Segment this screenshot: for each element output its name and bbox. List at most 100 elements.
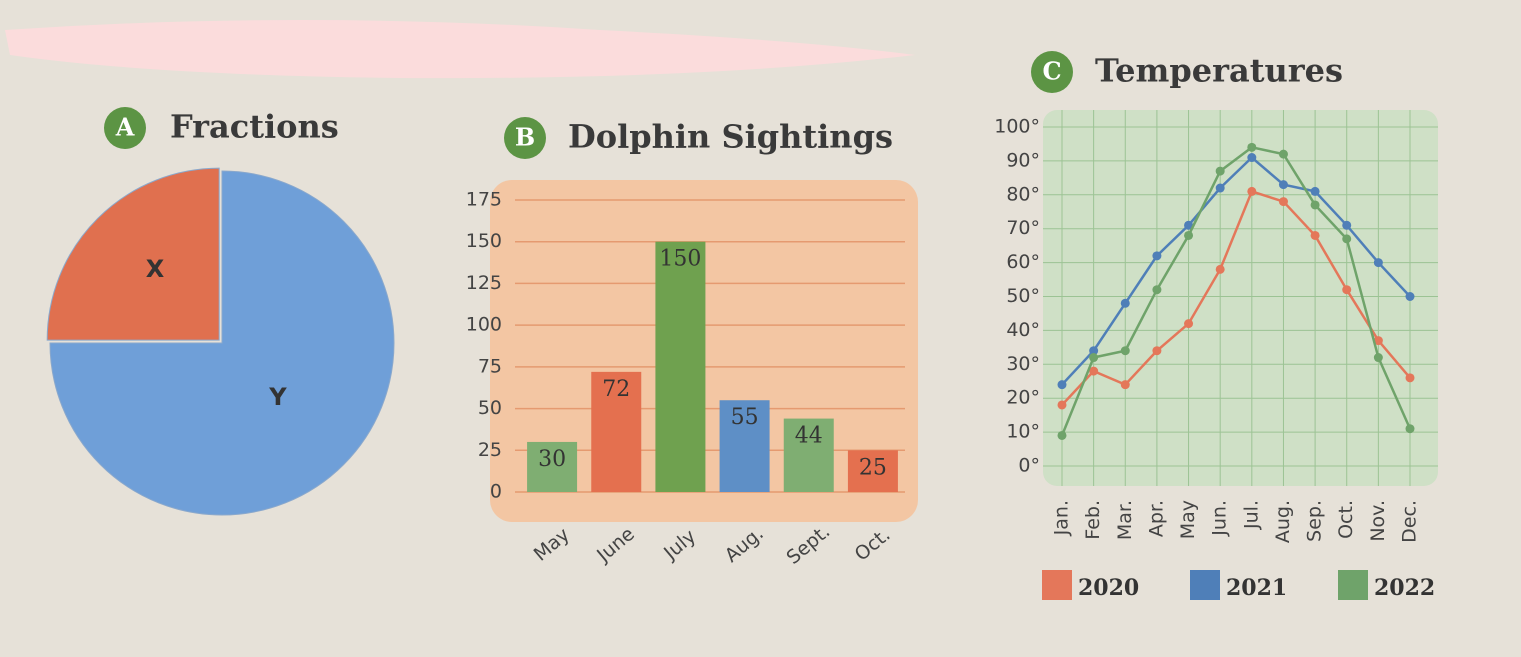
y-tick-label: 175 <box>466 189 502 211</box>
y-tick-label: 20° <box>1006 387 1040 409</box>
data-point <box>1089 353 1099 363</box>
data-point <box>1057 380 1067 390</box>
bar <box>847 450 898 492</box>
badge-letter: C <box>1042 57 1061 86</box>
data-point <box>1152 251 1162 261</box>
data-point <box>1373 353 1383 363</box>
chart-title: Temperatures <box>1095 52 1343 90</box>
data-point <box>1152 346 1162 356</box>
chart-title: Dolphin Sightings <box>568 118 893 156</box>
legend-label: 2021 <box>1226 575 1287 601</box>
bar <box>591 371 642 492</box>
x-tick-label: Jul. <box>1240 500 1262 530</box>
value-label: 55 <box>731 405 759 430</box>
x-tick-label: Mar. <box>1114 500 1136 540</box>
x-tick-label: Dec. <box>1399 500 1421 543</box>
data-point <box>1057 400 1067 410</box>
data-point <box>1278 197 1288 207</box>
data-point <box>1215 166 1225 176</box>
data-point <box>1247 186 1257 196</box>
slice-label: X <box>146 255 165 283</box>
pie-slice <box>49 170 395 516</box>
x-tick-label: Nov. <box>1367 500 1389 542</box>
y-tick-label: 50° <box>1006 285 1040 307</box>
data-point <box>1405 292 1415 301</box>
data-point <box>1278 149 1288 159</box>
value-label: 72 <box>602 377 630 402</box>
y-tick-label: 30° <box>1006 353 1040 375</box>
legend-swatch <box>1042 570 1072 600</box>
chart-title: Fractions <box>170 108 339 146</box>
x-tick-label: May <box>1177 500 1199 539</box>
x-tick-label: Apr. <box>1145 500 1167 537</box>
y-tick-label: 50 <box>478 397 502 419</box>
y-tick-label: 10° <box>1006 421 1040 443</box>
x-tick-label: Sep. <box>1304 500 1326 542</box>
data-point <box>1247 153 1257 163</box>
data-point <box>1089 366 1099 376</box>
x-tick-label: Jun. <box>1209 500 1231 537</box>
data-point <box>1215 264 1225 274</box>
bar <box>783 418 834 492</box>
value-label: 30 <box>538 447 566 472</box>
data-point <box>1057 430 1067 440</box>
data-point <box>1342 234 1352 244</box>
data-point <box>1405 373 1415 383</box>
x-tick-label: Aug. <box>1272 500 1294 543</box>
legend-swatch <box>1190 570 1220 600</box>
y-tick-label: 100 <box>466 314 502 336</box>
y-tick-label: 80° <box>1006 183 1040 205</box>
y-tick-label: 150 <box>466 230 502 252</box>
data-point <box>1342 285 1352 295</box>
data-point <box>1215 183 1225 193</box>
data-point <box>1120 380 1130 390</box>
y-tick-label: 40° <box>1006 319 1040 341</box>
value-label: 25 <box>859 455 887 480</box>
value-label: 150 <box>659 247 701 272</box>
legend-swatch <box>1338 570 1368 600</box>
pie-slice <box>46 167 220 341</box>
y-tick-label: 90° <box>1006 149 1040 171</box>
badge-circle <box>1031 51 1073 93</box>
value-label: 44 <box>795 424 823 449</box>
bar <box>719 400 770 492</box>
legend-label: 2020 <box>1078 575 1139 601</box>
y-tick-label: 125 <box>466 272 502 294</box>
badge-letter: A <box>115 113 135 142</box>
data-point <box>1184 319 1194 329</box>
series-line <box>1061 155 1411 386</box>
data-point <box>1310 200 1320 210</box>
y-tick-label: 25 <box>478 439 502 461</box>
series-line <box>1060 145 1412 436</box>
data-point <box>1120 298 1130 308</box>
y-tick-label: 60° <box>1006 251 1040 273</box>
data-point <box>1405 424 1415 434</box>
slice-label: Y <box>268 383 287 411</box>
data-point <box>1310 186 1320 196</box>
plot-panel <box>1043 110 1438 486</box>
data-point <box>1152 285 1162 295</box>
legend-label: 2022 <box>1374 575 1435 601</box>
y-tick-label: 70° <box>1006 217 1040 239</box>
data-point <box>1373 336 1383 346</box>
data-point <box>1184 230 1194 240</box>
data-point <box>1120 346 1130 356</box>
x-tick-label: Jan. <box>1051 500 1073 536</box>
data-point <box>1184 220 1194 230</box>
data-point <box>1278 180 1288 190</box>
y-tick-label: 0 <box>490 481 502 503</box>
data-point <box>1373 258 1383 268</box>
badge-letter: B <box>515 123 535 152</box>
x-tick-label: Feb. <box>1082 500 1104 540</box>
series-line <box>1061 189 1411 406</box>
bar <box>527 441 578 492</box>
y-tick-label: 75 <box>478 355 502 377</box>
y-tick-label: 100° <box>994 116 1040 138</box>
data-point <box>1089 346 1099 356</box>
x-tick-label: Oct. <box>1335 500 1357 539</box>
badge-circle <box>104 107 146 149</box>
badge-circle <box>504 117 546 159</box>
bar <box>655 241 706 492</box>
y-tick-label: 0° <box>1018 455 1040 477</box>
